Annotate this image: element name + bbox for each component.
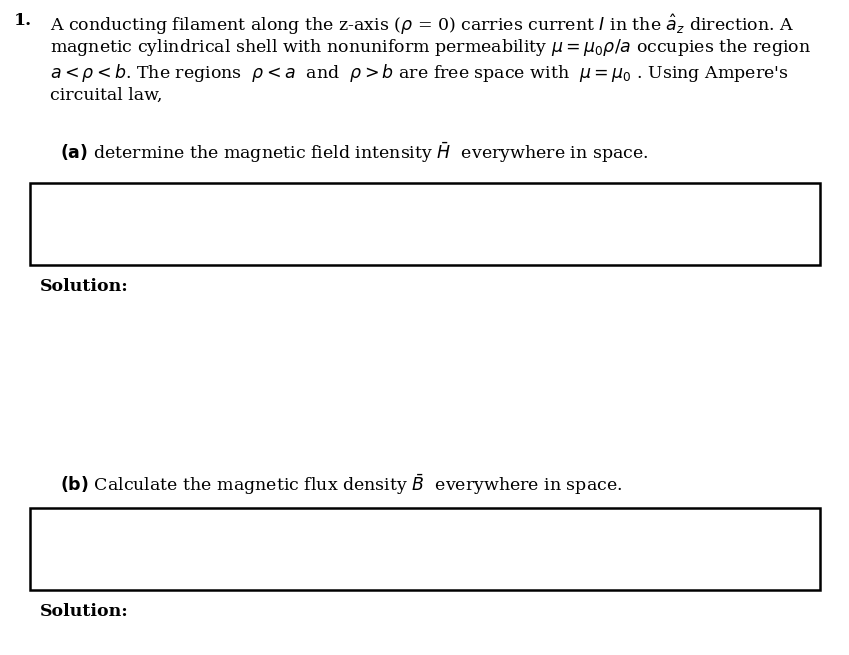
Bar <box>30 508 820 590</box>
Text: $\mathbf{(b)}$ Calculate the magnetic flux density $\bar{B}$  everywhere in spac: $\mathbf{(b)}$ Calculate the magnetic fl… <box>60 472 622 496</box>
Text: magnetic cylindrical shell with nonuniform permeability $\mu = \mu_0\rho/a$ occu: magnetic cylindrical shell with nonunifo… <box>50 37 811 58</box>
Text: Solution:: Solution: <box>40 278 129 295</box>
Text: 1.: 1. <box>14 12 32 29</box>
Text: $\mathbf{(a)}$ determine the magnetic field intensity $\bar{H}$  everywhere in s: $\mathbf{(a)}$ determine the magnetic fi… <box>60 140 649 164</box>
Text: $a < \rho < b$. The regions  $\rho < a$  and  $\rho >b$ are free space with  $\m: $a < \rho < b$. The regions $\rho < a$ a… <box>50 62 789 84</box>
Text: circuital law,: circuital law, <box>50 87 162 104</box>
Text: Solution:: Solution: <box>40 603 129 620</box>
Text: A conducting filament along the z-axis ($\rho$ = 0) carries current $I$ in the $: A conducting filament along the z-axis (… <box>50 12 794 37</box>
Bar <box>30 183 820 265</box>
